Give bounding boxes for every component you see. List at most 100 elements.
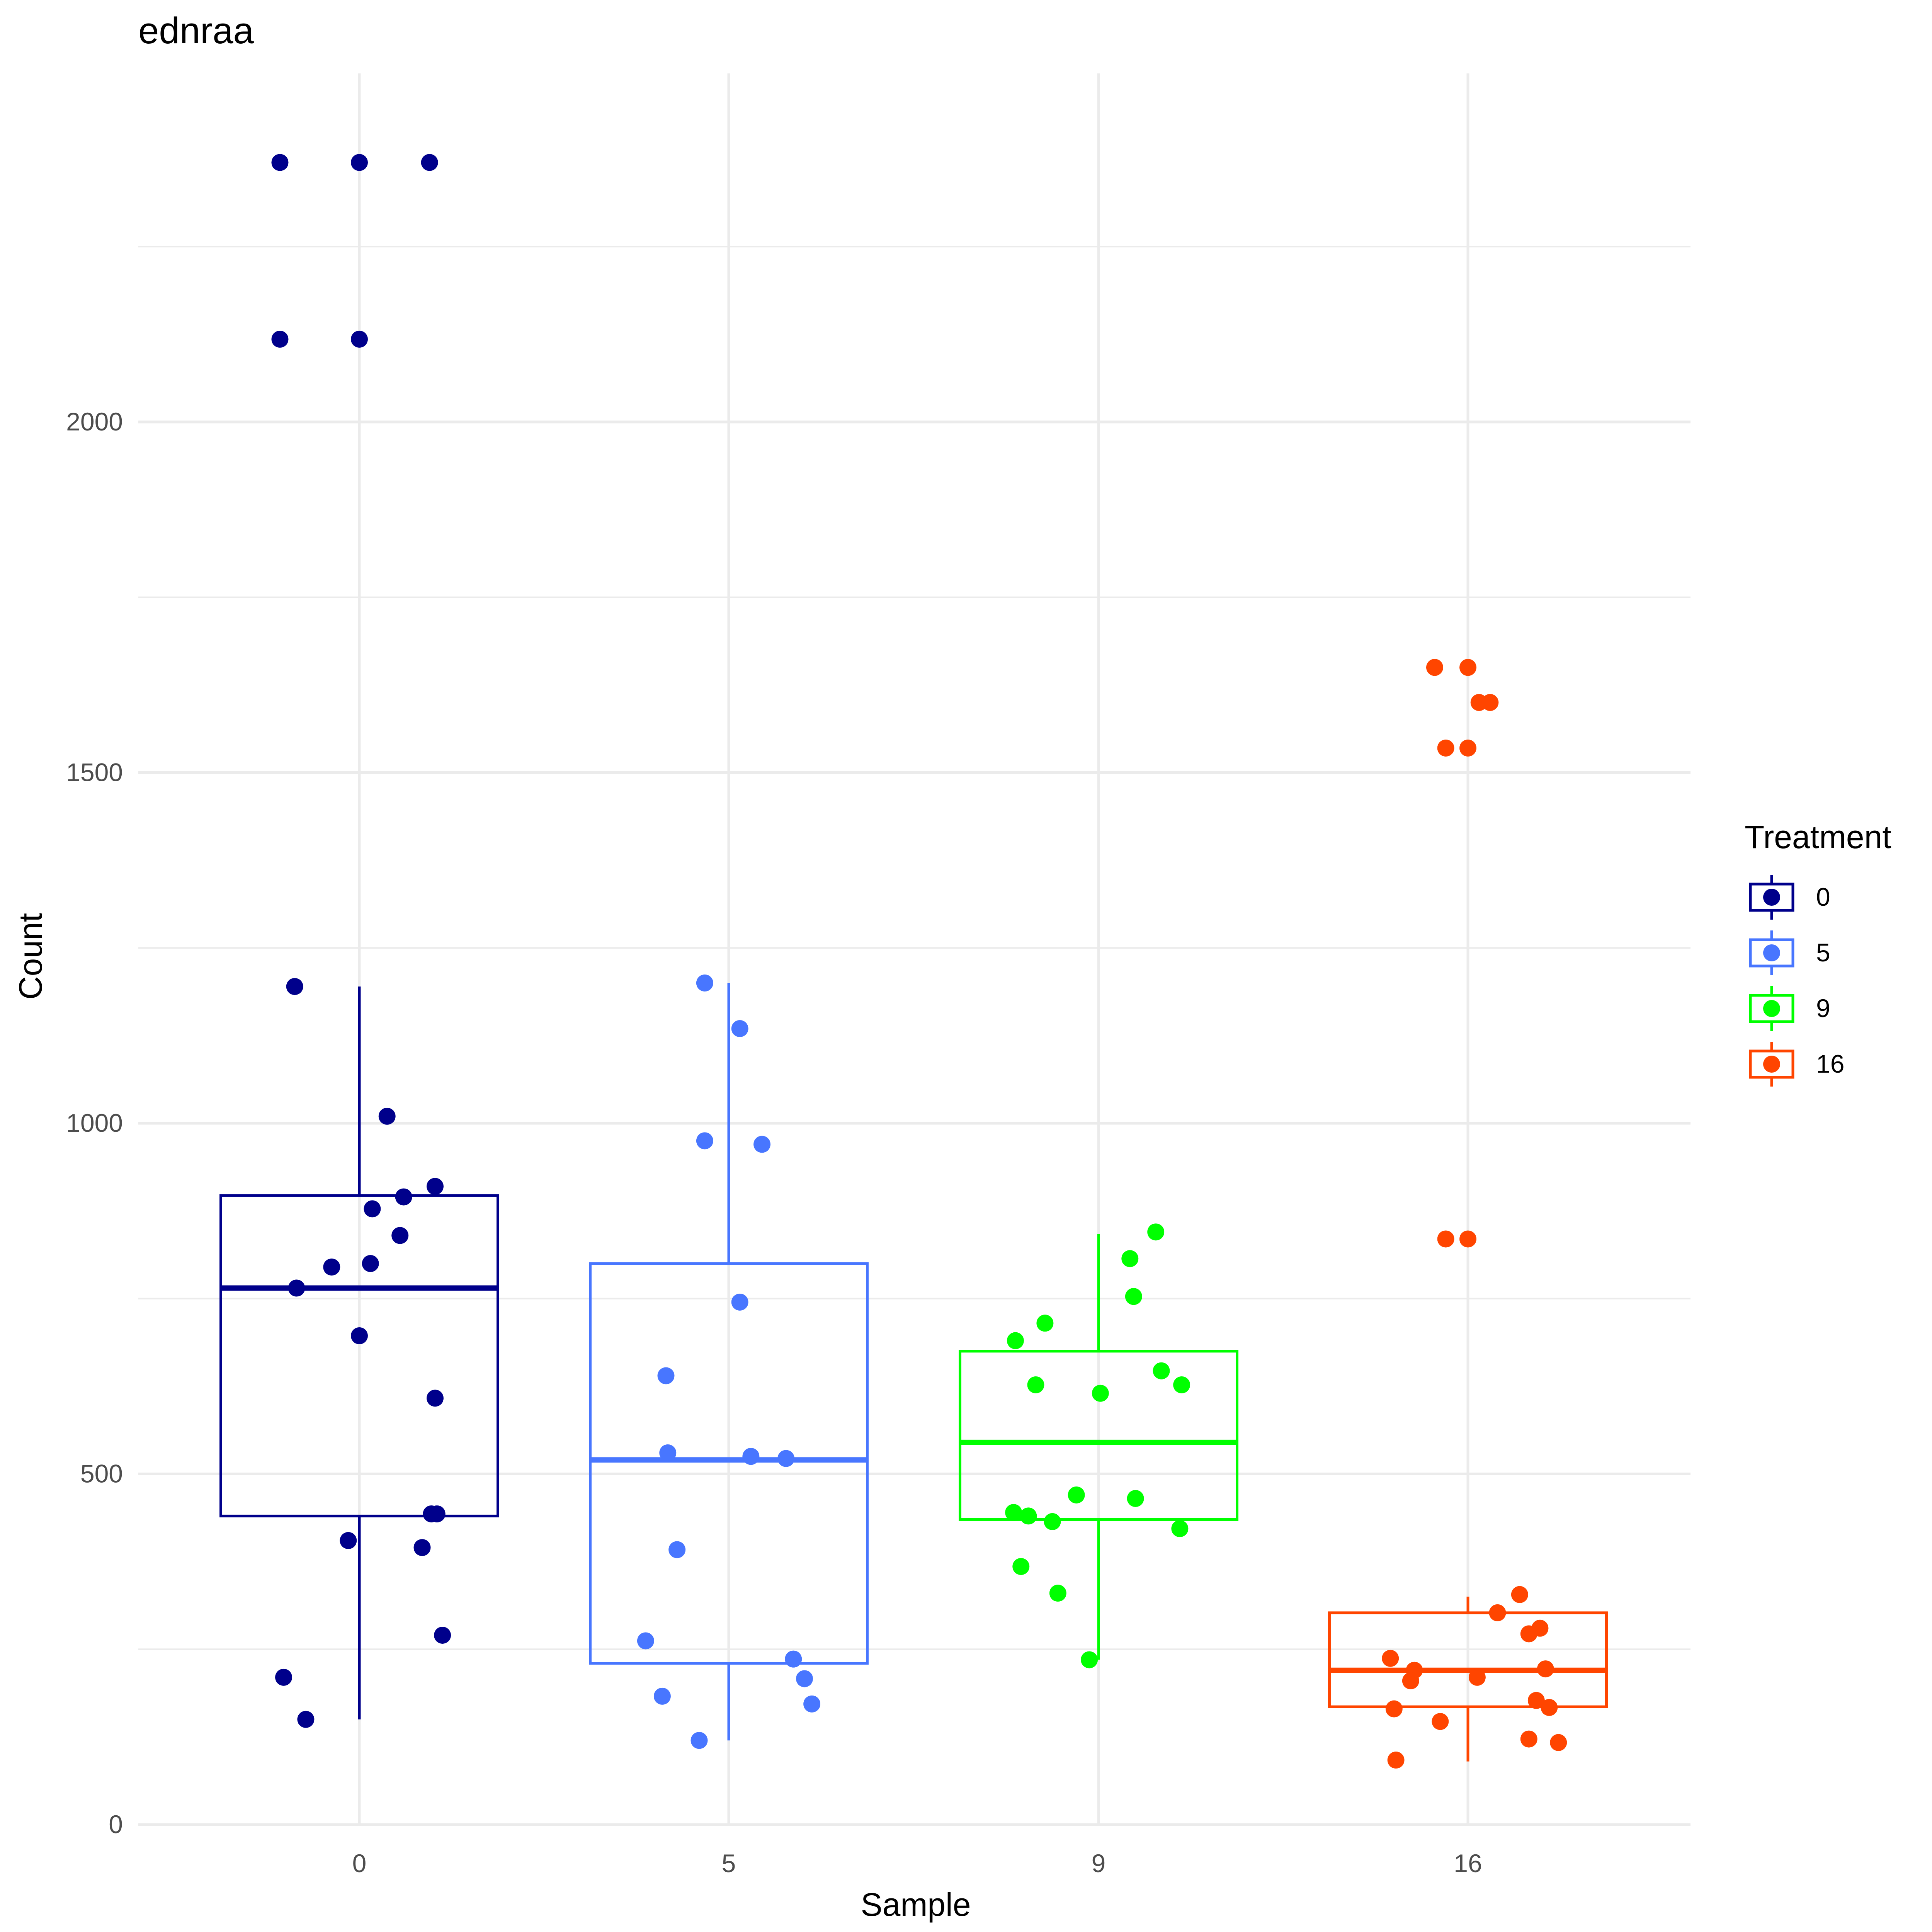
data-point — [1437, 1230, 1454, 1248]
data-point — [1012, 1558, 1030, 1575]
data-point — [413, 1539, 431, 1556]
data-point — [364, 1200, 381, 1218]
y-tick-label: 2000 — [66, 407, 123, 436]
data-point — [690, 1732, 708, 1749]
data-point — [362, 1255, 379, 1272]
data-point — [1402, 1672, 1419, 1689]
data-point — [1092, 1384, 1109, 1402]
data-point — [297, 1711, 315, 1728]
data-point — [351, 330, 368, 348]
legend-key-point — [1763, 889, 1780, 906]
data-point — [1081, 1651, 1098, 1668]
legend-key-5 — [1749, 930, 1794, 975]
data-point — [1437, 739, 1454, 757]
data-point — [1385, 1700, 1403, 1718]
data-point — [1459, 659, 1476, 676]
data-point — [288, 1279, 305, 1297]
data-point — [1049, 1585, 1066, 1602]
x-tick-label: 0 — [352, 1849, 367, 1878]
data-point — [1387, 1752, 1405, 1769]
legend-label: 16 — [1816, 1049, 1844, 1078]
data-point — [340, 1532, 357, 1549]
chart-title: ednraa — [138, 10, 254, 51]
data-point — [1550, 1734, 1567, 1751]
data-point — [731, 1020, 748, 1037]
legend: Treatment 0 5 9 16 — [1745, 819, 1891, 1087]
data-point — [351, 154, 368, 171]
y-tick-label: 1500 — [66, 758, 123, 787]
data-point — [1520, 1625, 1537, 1643]
data-point — [657, 1367, 675, 1384]
legend-key-0 — [1749, 875, 1794, 920]
data-point — [1382, 1650, 1399, 1667]
data-point — [271, 154, 289, 171]
data-point — [1426, 659, 1443, 676]
data-point — [1127, 1490, 1144, 1507]
data-point — [1153, 1362, 1170, 1379]
data-point — [1147, 1223, 1165, 1241]
data-point — [421, 154, 438, 171]
legend-key-point — [1763, 944, 1780, 961]
data-point — [426, 1389, 444, 1407]
data-point — [796, 1670, 813, 1687]
data-point — [1527, 1692, 1545, 1709]
data-point — [428, 1505, 446, 1522]
x-tick-label: 5 — [722, 1849, 736, 1878]
box-iqr — [219, 1194, 499, 1517]
x-tick-label: 9 — [1092, 1849, 1106, 1878]
legend-key-point — [1763, 1000, 1780, 1017]
data-point — [275, 1668, 293, 1686]
data-point — [668, 1541, 686, 1558]
data-point — [1432, 1713, 1449, 1730]
legend-key-box — [1749, 1049, 1794, 1079]
data-point — [351, 1327, 368, 1344]
data-point — [1171, 1520, 1189, 1537]
y-tick-label: 1000 — [66, 1109, 123, 1137]
axes: 0 500 1000 1500 2000 0 5 9 16 — [66, 407, 1482, 1878]
box-group-0 — [219, 154, 499, 1728]
data-point — [1020, 1507, 1037, 1525]
data-point — [391, 1227, 409, 1244]
legend-key-9 — [1749, 986, 1794, 1031]
data-point — [696, 1132, 713, 1150]
box-iqr — [1328, 1611, 1608, 1708]
box-group-9 — [959, 1223, 1238, 1668]
data-point — [323, 1259, 340, 1276]
data-point — [426, 1178, 444, 1195]
data-point — [271, 330, 289, 348]
x-axis-title: Sample — [861, 1886, 971, 1923]
data-point — [753, 1136, 771, 1153]
data-point — [696, 975, 713, 992]
data-point — [395, 1188, 412, 1206]
data-point — [1173, 1376, 1190, 1393]
data-point — [1007, 1332, 1024, 1349]
data-point — [1027, 1376, 1044, 1393]
legend-key-point — [1763, 1056, 1780, 1073]
data-point — [286, 978, 303, 995]
data-point — [777, 1450, 795, 1467]
data-point — [803, 1695, 821, 1713]
data-point — [1511, 1586, 1528, 1603]
data-point — [1459, 739, 1476, 757]
box-group-16 — [1328, 659, 1608, 1769]
data-point — [1468, 1668, 1486, 1686]
data-point — [785, 1650, 802, 1668]
y-axis-title: Count — [12, 913, 49, 1000]
data-point — [742, 1448, 760, 1465]
data-point — [1005, 1504, 1022, 1521]
data-point — [378, 1107, 396, 1125]
legend-label: 0 — [1816, 883, 1830, 911]
grid-lines — [138, 73, 1690, 1826]
data-point — [1044, 1513, 1061, 1530]
legend-key-16 — [1749, 1042, 1794, 1087]
data-point — [1036, 1315, 1054, 1332]
y-tick-label: 0 — [109, 1810, 123, 1838]
data-point — [637, 1632, 654, 1650]
data-point — [1489, 1604, 1506, 1621]
data-point — [653, 1687, 671, 1705]
data-point — [659, 1444, 677, 1462]
box-iqr — [589, 1262, 869, 1665]
data-point — [1537, 1660, 1554, 1678]
data-point — [1481, 694, 1499, 711]
